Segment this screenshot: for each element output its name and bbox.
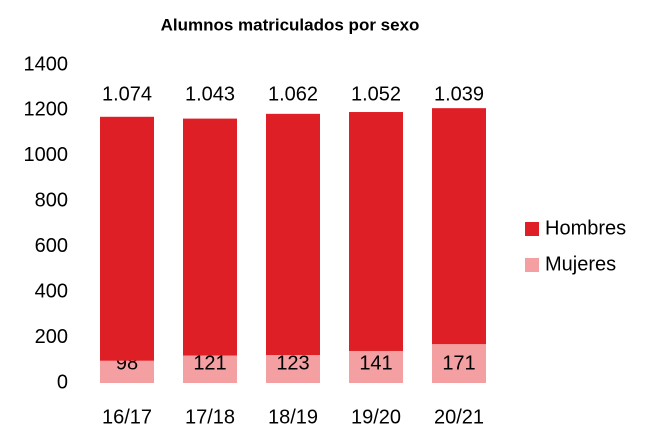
bar-segment <box>183 355 237 383</box>
legend-label: Hombres <box>545 217 626 239</box>
y-tick-label: 0 <box>57 371 68 393</box>
y-tick-label: 1400 <box>24 53 69 75</box>
data-label: 1.062 <box>268 83 318 105</box>
data-label: 1.074 <box>102 83 152 105</box>
legend-swatch <box>525 222 539 236</box>
bar-segment <box>183 118 237 356</box>
x-tick-label: 16/17 <box>102 406 152 428</box>
data-label: 1.052 <box>351 83 401 105</box>
y-tick-label: 1000 <box>24 144 69 166</box>
x-tick-label: 19/20 <box>351 406 401 428</box>
data-label: 1.039 <box>434 83 484 105</box>
bar-segment <box>266 355 320 383</box>
x-tick-label: 20/21 <box>434 406 484 428</box>
x-tick-label: 18/19 <box>268 406 318 428</box>
x-tick-label: 17/18 <box>185 406 235 428</box>
bar-segment <box>349 350 403 383</box>
bar-segment <box>432 344 486 383</box>
bar-segment <box>100 360 154 383</box>
y-tick-label: 800 <box>35 190 68 212</box>
y-tick-label: 600 <box>35 235 68 257</box>
y-tick-label: 200 <box>35 326 68 348</box>
data-label: 141 <box>359 352 392 374</box>
bar-segment <box>266 113 320 356</box>
y-tick-label: 400 <box>35 280 68 302</box>
data-label: 1.043 <box>185 83 235 105</box>
data-label: 123 <box>276 352 309 374</box>
data-label: 171 <box>442 352 475 374</box>
y-tick-label: 1200 <box>24 99 69 121</box>
data-label: 121 <box>193 352 226 374</box>
chart-title: Alumnos matriculados por sexo <box>161 15 420 34</box>
bar-segment <box>432 108 486 345</box>
bar-segment <box>100 116 154 361</box>
legend-label: Mujeres <box>545 253 616 275</box>
legend-swatch <box>525 258 539 272</box>
bar-segment <box>349 112 403 351</box>
